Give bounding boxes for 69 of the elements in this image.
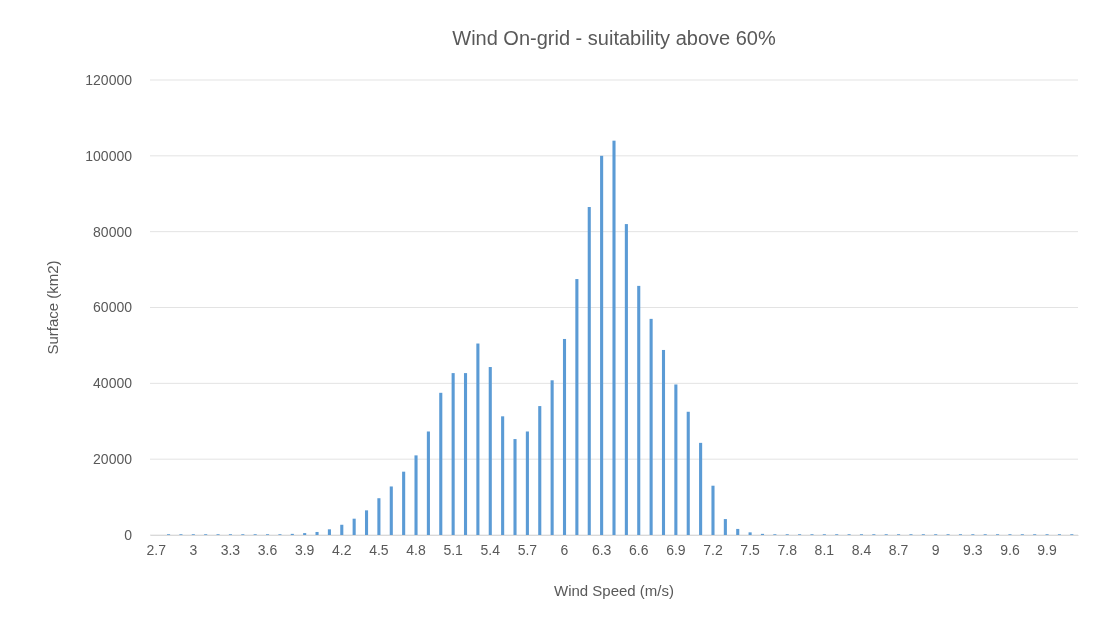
bar [439,392,443,535]
bar [550,380,554,535]
bar [562,338,567,535]
x-tick-label: 5.7 [517,541,538,558]
x-tick-label: 4.8 [406,541,426,558]
x-tick-label: 6.9 [666,541,686,558]
x-tick-label: 8.4 [851,541,872,558]
bar [525,431,529,535]
bar [340,524,344,535]
x-tick-label: 6.3 [591,541,612,558]
y-tick-label: 0 [124,526,133,543]
x-tick-label: 9.6 [1000,541,1020,558]
x-tick-label: 9 [931,541,940,558]
x-tick-label: 3.6 [257,541,278,558]
bar [476,343,480,535]
x-tick-label: 5.1 [443,541,464,558]
x-tick-label: 7.2 [703,541,723,558]
x-tick-label: 7.5 [740,541,761,558]
bar [649,318,653,535]
bar [612,140,616,535]
bar [637,285,641,535]
bar [377,498,381,535]
x-axis-title: Wind Speed (m/s) [553,582,675,599]
y-tick-label: 20000 [93,451,133,468]
bar [600,155,604,535]
bar [451,373,455,535]
bar [364,510,369,535]
x-tick-label: 6 [560,541,569,558]
y-tick-label: 80000 [93,223,133,240]
x-tick-label: 3 [189,541,198,558]
y-axis-title: Surface (km2) [44,260,61,355]
x-tick-label: 8.7 [888,541,909,558]
bar [538,406,542,535]
y-tick-label: 120000 [85,71,133,88]
bar [488,367,492,535]
bar [513,439,517,535]
bar [711,485,715,535]
bar [736,528,740,535]
bar [661,349,666,535]
x-tick-label: 4.2 [332,541,352,558]
chart-title: Wind On-grid - suitability above 60% [452,27,776,49]
x-tick-label: 2.7 [146,541,167,558]
bar [699,442,703,535]
bar [674,384,678,535]
bar [723,519,727,535]
x-tick-label: 3.9 [294,541,315,558]
bar [402,471,406,535]
bar [587,207,591,535]
x-tick-label: 9.9 [1037,541,1058,558]
bar [463,373,468,535]
bar [426,431,430,535]
x-tick-label: 9.3 [963,541,983,558]
x-tick-label: 6.6 [629,541,649,558]
bar [575,279,579,535]
bar [414,455,418,535]
bar [352,518,356,535]
bar [389,486,393,535]
bar [624,224,628,535]
bar [327,529,331,535]
y-tick-label: 40000 [93,375,133,392]
x-tick-label: 3.3 [220,541,241,558]
bar [686,411,690,535]
bar [501,416,505,535]
x-tick-label: 5.4 [480,541,501,558]
x-tick-label: 4.5 [369,541,389,558]
y-tick-label: 60000 [93,299,133,316]
x-tick-label: 8.1 [814,541,835,558]
y-tick-label: 100000 [85,147,133,164]
x-tick-label: 7.8 [777,541,798,558]
